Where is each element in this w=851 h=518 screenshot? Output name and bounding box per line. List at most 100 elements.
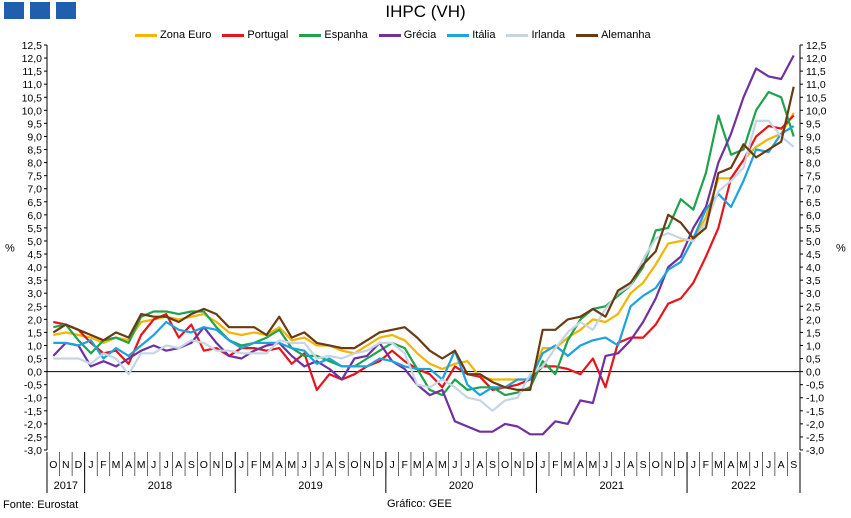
y-tick-label-left: 3,5 (27, 275, 42, 287)
y-tick-label-left: 3,0 (27, 288, 42, 300)
year-label: 2022 (731, 480, 755, 492)
series-line-it-lia (53, 125, 795, 397)
y-tick-label-right: 2,0 (806, 314, 821, 326)
year-label: 2017 (54, 480, 78, 492)
y-tick-label-left: 1,5 (27, 327, 42, 339)
month-label: A (426, 459, 433, 471)
y-tick-label-right: -3,0 (806, 445, 824, 457)
y-tick-label-right: 12,5 (806, 40, 827, 52)
y-tick-label-left: 2,5 (27, 301, 42, 313)
series-line-alemanha (52, 86, 795, 391)
y-tick-label-right: -2,5 (806, 432, 824, 444)
month-label: D (376, 459, 384, 471)
y-tick-label-left: 5,5 (27, 223, 42, 235)
legend-swatch (135, 33, 157, 37)
y-tick-label-right: 11,0 (806, 79, 826, 91)
month-label: J (239, 459, 244, 471)
legend-item: Zona Euro (135, 29, 211, 41)
month-label: J (465, 459, 470, 471)
y-tick-label-right: -1,0 (806, 393, 824, 405)
year-label: 2019 (298, 480, 322, 492)
chart-legend: Zona Euro Portugal Espanha Grécia Itália Irla… (135, 29, 662, 43)
month-label: M (739, 459, 748, 471)
credit-note: Gráfico: GEE (387, 498, 452, 510)
legend-item: Portugal (222, 29, 288, 41)
legend-swatch (222, 33, 245, 37)
y-axis-label-left: % (5, 243, 15, 255)
y-tick-label-right: 9,5 (806, 118, 821, 130)
logo-square-3 (56, 2, 76, 19)
legend-label: Espanha (324, 29, 368, 42)
month-label: F (552, 459, 558, 471)
y-tick-label-right: 4,0 (806, 262, 821, 274)
month-label: J (302, 459, 307, 471)
legend-label: Irlanda (531, 29, 566, 42)
month-label: M (589, 459, 598, 471)
month-label: A (326, 459, 333, 471)
y-tick-label-left: 6,5 (27, 197, 42, 209)
y-tick-label-right: 4,5 (806, 249, 821, 261)
series-line-zona-euro (53, 112, 795, 381)
y-tick-label-right: 0,0 (806, 367, 821, 379)
y-tick-label-right: 5,5 (806, 223, 821, 235)
legend-label: Zona Euro (160, 29, 212, 42)
legend-label: Grécia (403, 29, 437, 42)
month-label: A (276, 459, 283, 471)
y-tick-label-right: 7,0 (806, 184, 821, 196)
y-tick-label-left: 12,5 (22, 40, 43, 52)
month-label: J (540, 459, 545, 471)
y-tick-label-right: -0,5 (806, 380, 824, 392)
month-label: J (452, 459, 457, 471)
month-label: O (200, 459, 208, 471)
month-label: A (577, 459, 584, 471)
y-tick-label-left: 9,0 (27, 131, 42, 143)
month-label: J (753, 459, 758, 471)
month-label: M (438, 459, 447, 471)
y-axis-label-right: % (836, 243, 846, 255)
legend-swatch (378, 33, 401, 37)
series-line-espanha (53, 90, 795, 397)
month-label: M (714, 459, 723, 471)
legend-item: Alemanha (576, 29, 651, 41)
y-tick-label-right: 1,0 (806, 340, 821, 352)
y-tick-label-left: -2,0 (24, 419, 42, 431)
month-label: J (390, 459, 395, 471)
month-label: D (225, 459, 233, 471)
y-tick-label-right: 12,0 (806, 53, 827, 65)
y-tick-label-left: -0,5 (24, 380, 42, 392)
y-tick-label-right: 9,0 (806, 131, 821, 143)
month-label: M (137, 459, 146, 471)
legend-item: Grécia (378, 29, 437, 42)
y-tick-label-right: 2,5 (806, 301, 821, 313)
gee-logo (4, 2, 76, 20)
month-label: J (615, 459, 620, 471)
y-tick-label-left: 8,0 (27, 158, 42, 170)
y-tick-label-left: 6,0 (27, 210, 42, 222)
y-tick-label-right: 7,5 (806, 171, 821, 183)
y-tick-label-right: -2,0 (806, 419, 824, 431)
month-label: N (213, 459, 221, 471)
y-tick-label-right: -1,5 (806, 406, 824, 418)
y-tick-label-left: 4,5 (27, 249, 42, 261)
logo-square-2 (30, 2, 50, 19)
month-label: F (401, 459, 407, 471)
month-label: S (188, 459, 195, 471)
month-label: J (603, 459, 608, 471)
y-tick-label-left: 0,0 (27, 367, 42, 379)
month-label: S (790, 459, 797, 471)
y-tick-label-right: 1,5 (806, 327, 821, 339)
legend-swatch (576, 33, 599, 37)
month-label: M (262, 459, 271, 471)
year-label: 2020 (449, 480, 473, 492)
year-label: 2021 (600, 480, 624, 492)
y-tick-label-left: -1,0 (24, 393, 42, 405)
month-label: S (489, 459, 496, 471)
month-label: O (49, 459, 57, 471)
month-label: S (338, 459, 345, 471)
source-note: Fonte: Eurostat (3, 499, 79, 511)
month-label: J (766, 459, 771, 471)
month-label: J (314, 459, 319, 471)
month-label: O (652, 459, 660, 471)
y-tick-label-right: 0,5 (806, 354, 821, 366)
